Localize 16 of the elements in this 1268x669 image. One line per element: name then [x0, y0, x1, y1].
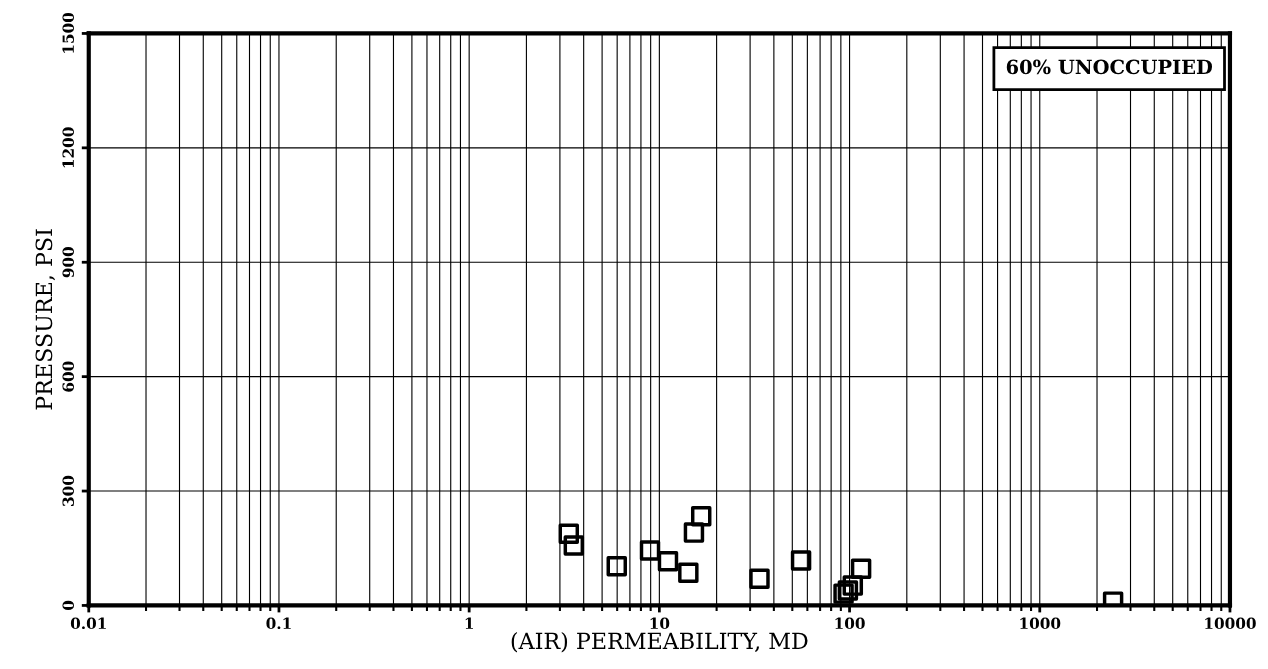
y-tick-label: 1200 [62, 127, 74, 168]
x-tick-label: 0.01 [70, 617, 106, 630]
y-axis-title: PRESSURE, PSI [35, 229, 56, 410]
y-tick-label: 600 [62, 361, 74, 392]
y-tick-label: 900 [62, 247, 74, 278]
x-tick-label: 10000 [1205, 617, 1256, 630]
x-tick-label: 0.1 [266, 617, 291, 630]
annotation: 60% UNOCCUPIED [1006, 59, 1213, 75]
y-tick-label: 0 [62, 600, 74, 611]
x-tick-label: 1 [465, 617, 473, 629]
x-tick-label: 10 [650, 617, 670, 630]
x-tick-label: 1000 [1020, 617, 1061, 630]
x-tick-label: 100 [835, 617, 865, 630]
x-axis-title: (AIR) PERMEABILITY, MD [511, 632, 808, 653]
y-tick-label: 1500 [62, 12, 74, 53]
y-tick-label: 300 [62, 475, 74, 506]
